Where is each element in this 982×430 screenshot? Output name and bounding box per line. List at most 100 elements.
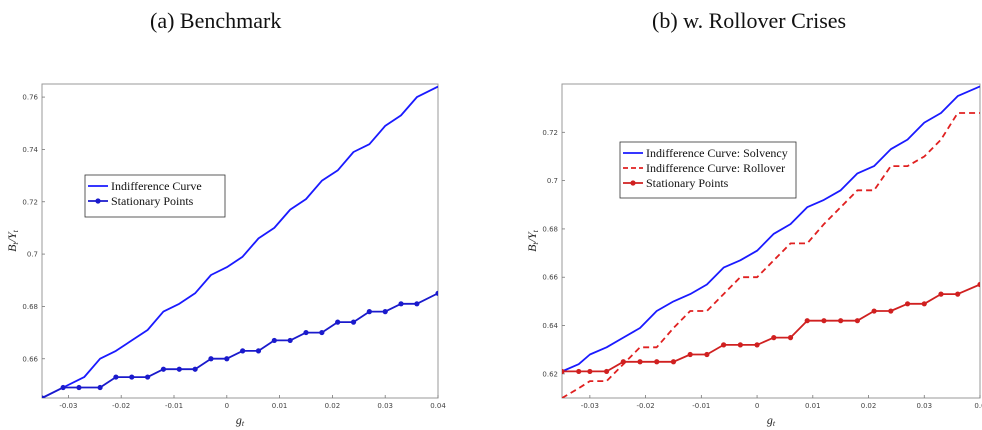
x-tick-label: -0.01 xyxy=(165,402,183,410)
y-axis-label: Bt/Yt xyxy=(5,229,20,252)
x-axis-label: gt xyxy=(236,413,245,428)
y-axis-label-slash: /Y xyxy=(5,231,19,243)
y-tick-label: 0.68 xyxy=(542,225,558,233)
x-tick-label: 0.02 xyxy=(325,402,341,410)
x-axis-label: gt xyxy=(767,413,776,428)
x-tick-label: 0.02 xyxy=(861,402,877,410)
series-point xyxy=(160,366,167,372)
y-axis-label-slash: /Y xyxy=(525,231,539,243)
x-tick-label: -0.02 xyxy=(637,402,655,410)
series-point xyxy=(287,337,293,344)
legend-marker xyxy=(95,198,101,204)
x-tick-label: 0 xyxy=(755,402,759,410)
series-point xyxy=(620,359,626,365)
series-point xyxy=(240,348,246,354)
panel-a-title: (a) Benchmark xyxy=(150,8,282,33)
x-tick-label: 0.0 xyxy=(974,402,982,410)
series-point xyxy=(587,368,593,375)
series-point xyxy=(787,335,794,341)
series-point xyxy=(871,308,877,314)
series-point xyxy=(737,342,743,348)
series-point xyxy=(838,318,844,324)
x-tick-label: 0.03 xyxy=(916,402,932,410)
x-tick-label: 0 xyxy=(225,402,229,410)
series-point xyxy=(303,329,309,336)
series-point xyxy=(398,301,404,307)
series-line-2 xyxy=(562,283,980,373)
x-tick-label: -0.03 xyxy=(59,402,77,410)
series-point xyxy=(921,301,927,307)
y-tick-label: 0.74 xyxy=(22,146,38,154)
y-tick-label: 0.7 xyxy=(27,251,38,259)
y-tick-label: 0.72 xyxy=(22,198,38,206)
y-axis-label-subscript: t xyxy=(531,229,540,232)
x-tick-label: 0.03 xyxy=(377,402,393,410)
y-tick-label: 0.64 xyxy=(542,322,558,330)
series-point xyxy=(771,335,777,341)
legend-label: Indifference Curve: Rollover xyxy=(646,161,785,175)
x-tick-label: -0.01 xyxy=(692,402,710,410)
x-tick-label: 0.01 xyxy=(272,402,288,410)
x-tick-label: 0.04 xyxy=(430,402,446,410)
series-line-1 xyxy=(42,292,438,398)
legend-label: Indifference Curve: Solvency xyxy=(646,146,788,160)
series-point xyxy=(670,359,677,365)
series-point xyxy=(938,291,944,297)
y-axis-label-subscript: t xyxy=(11,242,20,245)
series-point xyxy=(754,342,760,348)
y-tick-label: 0.66 xyxy=(22,355,38,363)
series-point xyxy=(208,356,214,362)
legend-label: Stationary Points xyxy=(646,176,729,190)
plot-area xyxy=(42,85,438,398)
series-point xyxy=(255,348,262,354)
series-point xyxy=(60,384,66,391)
series-point xyxy=(576,368,582,375)
y-axis-label-subscript: t xyxy=(531,242,540,245)
legend-label: Indifference Curve xyxy=(111,179,202,193)
series-line-0 xyxy=(562,85,980,373)
series-point xyxy=(176,366,182,372)
x-tick-label: 0.01 xyxy=(805,402,821,410)
series-point xyxy=(435,290,438,296)
series-line-1 xyxy=(562,112,980,398)
series-point xyxy=(804,318,810,324)
series-point xyxy=(382,309,388,315)
series-point xyxy=(414,301,420,307)
series-point xyxy=(224,356,230,362)
series-point xyxy=(955,291,961,297)
series-point xyxy=(42,395,45,398)
series-point xyxy=(350,319,357,325)
y-axis-label: Bt/Yt xyxy=(525,229,540,252)
x-tick-label: -0.03 xyxy=(581,402,599,410)
panel-a-chart: -0.03 -0.02 -0.01 0 0.01 0.02 0.03 0.04 0.66 0.68… xyxy=(5,83,446,428)
series-point xyxy=(129,374,135,380)
y-tick-label: 0.7 xyxy=(547,177,558,185)
series-point xyxy=(687,351,693,358)
plot-area xyxy=(562,85,980,398)
plot-frame xyxy=(561,83,981,399)
y-axis-label-subscript: t xyxy=(11,229,20,232)
series-point xyxy=(562,368,565,375)
series-point xyxy=(366,309,372,315)
x-tick-label: -0.02 xyxy=(112,402,130,410)
series-point xyxy=(637,359,643,365)
y-tick-label: 0.62 xyxy=(542,370,558,378)
panel-b-chart: -0.03 -0.02 -0.01 0 0.01 0.02 0.03 0.0 0.62 0.64 0… xyxy=(525,83,982,428)
series-point xyxy=(821,318,827,324)
series-point xyxy=(704,351,710,358)
series-point xyxy=(145,374,151,380)
legend-label: Stationary Points xyxy=(111,194,194,208)
panel-b-title: (b) w. Rollover Crises xyxy=(652,8,847,33)
series-point xyxy=(271,337,277,344)
x-axis-label-subscript: t xyxy=(242,419,245,428)
series-point xyxy=(76,384,82,391)
series-line-0 xyxy=(42,85,438,398)
series-point xyxy=(977,281,980,288)
legend-marker xyxy=(630,180,636,186)
y-tick-label: 0.72 xyxy=(542,129,558,137)
series-point xyxy=(721,342,727,348)
series-point xyxy=(113,374,119,380)
plot-frame xyxy=(41,83,439,399)
y-tick-label: 0.68 xyxy=(22,303,38,311)
